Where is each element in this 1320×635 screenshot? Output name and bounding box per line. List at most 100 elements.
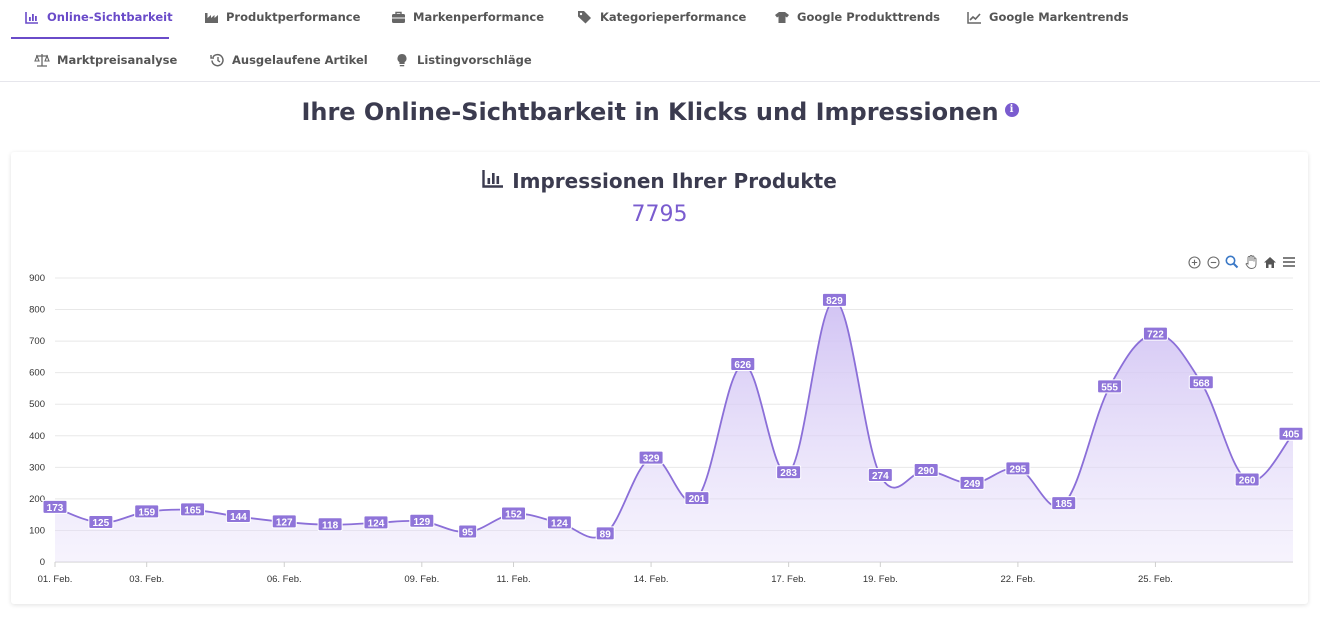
data-label: 127 bbox=[271, 514, 297, 529]
data-label-bg bbox=[638, 450, 664, 465]
data-label: 568 bbox=[1188, 375, 1214, 390]
data-label-text: 89 bbox=[600, 529, 612, 540]
tags-icon bbox=[577, 9, 593, 25]
data-label-text: 173 bbox=[47, 503, 64, 514]
data-label: 201 bbox=[684, 491, 710, 506]
data-label: 329 bbox=[638, 450, 664, 465]
tab-label: Kategorieperformance bbox=[600, 10, 747, 24]
tab-produktperformance[interactable]: Produktperformance bbox=[203, 0, 360, 34]
tab-label: Produktperformance bbox=[226, 10, 361, 24]
x-tick-label: 14. Feb. bbox=[634, 574, 669, 585]
data-label: 295 bbox=[1005, 461, 1031, 475]
tab-ausgelaufene-artikel[interactable]: Ausgelaufene Artikel bbox=[209, 43, 368, 77]
report-navigation: Online-Sichtbarkeit Produktperformance M… bbox=[0, 0, 1320, 82]
tab-label: Google Produkttrends bbox=[797, 10, 941, 24]
data-label-text: 274 bbox=[872, 471, 889, 482]
tab-label: Ausgelaufene Artikel bbox=[232, 53, 368, 67]
data-label: 260 bbox=[1234, 472, 1260, 487]
x-tick-label: 03. Feb. bbox=[129, 574, 164, 585]
data-label-text: 118 bbox=[322, 520, 339, 531]
data-label: 129 bbox=[409, 513, 435, 528]
data-label: 274 bbox=[867, 468, 893, 483]
tab-label: Listingvorschläge bbox=[417, 53, 532, 67]
data-label-text: 260 bbox=[1239, 475, 1256, 486]
y-tick-label: 600 bbox=[29, 368, 45, 379]
data-label-text: 405 bbox=[1283, 430, 1300, 441]
y-tick-label: 700 bbox=[29, 336, 45, 347]
data-label: 124 bbox=[363, 515, 389, 530]
data-label-bg bbox=[1278, 426, 1304, 441]
tab-google-markentrends[interactable]: Google Markentrends bbox=[966, 0, 1129, 34]
tab-online-sichtbarkeit[interactable]: Online-Sichtbarkeit bbox=[24, 0, 173, 34]
data-label-text: 185 bbox=[1055, 499, 1072, 510]
impressions-area-chart: 0 100 200 300 400 500 600 700 800 900 01. Feb. 03. … bbox=[29, 273, 1304, 585]
x-tick-label: 25. Feb. bbox=[1138, 574, 1173, 585]
zoom-out-icon[interactable] bbox=[1205, 254, 1221, 270]
y-tick-label: 200 bbox=[29, 494, 45, 505]
menu-icon[interactable] bbox=[1281, 254, 1297, 270]
tab-label: Marktpreisanalyse bbox=[57, 53, 178, 67]
data-label: 626 bbox=[730, 356, 756, 371]
data-label: 95 bbox=[458, 524, 478, 539]
data-label-text: 626 bbox=[734, 360, 751, 371]
data-label-bg bbox=[409, 513, 435, 528]
lightbulb-icon bbox=[394, 52, 410, 68]
data-label-bg bbox=[501, 506, 527, 521]
data-label-bg bbox=[458, 524, 478, 539]
data-label-bg bbox=[776, 465, 802, 480]
history-icon bbox=[209, 52, 225, 68]
tab-marktpreisanalyse[interactable]: Marktpreisanalyse bbox=[34, 43, 177, 77]
data-label: 124 bbox=[546, 515, 572, 530]
data-label: 829 bbox=[821, 292, 847, 307]
data-label-bg bbox=[1097, 379, 1123, 394]
page-title-text: Ihre Online-Sichtbarkeit in Klicks und I… bbox=[301, 98, 999, 126]
x-tick-label: 09. Feb. bbox=[404, 574, 439, 585]
data-label-bg bbox=[867, 468, 893, 483]
data-label-bg bbox=[134, 504, 160, 519]
data-label: 249 bbox=[959, 475, 985, 490]
tab-kategorieperformance[interactable]: Kategorieperformance bbox=[577, 0, 746, 34]
reset-home-icon[interactable] bbox=[1262, 254, 1278, 270]
data-label-bg bbox=[88, 515, 114, 530]
data-label-text: 152 bbox=[505, 510, 522, 521]
data-label-bg bbox=[730, 356, 756, 371]
data-label-text: 124 bbox=[551, 518, 568, 529]
data-label: 125 bbox=[88, 515, 114, 530]
data-label: 185 bbox=[1051, 496, 1077, 511]
data-label: 89 bbox=[595, 526, 615, 541]
zoom-in-icon[interactable] bbox=[1186, 254, 1202, 270]
y-tick-label: 100 bbox=[29, 525, 45, 536]
data-label-text: 249 bbox=[964, 479, 981, 490]
active-tab-indicator bbox=[11, 37, 169, 39]
info-icon[interactable]: i bbox=[1004, 103, 1019, 117]
x-tick-label: 17. Feb. bbox=[771, 574, 806, 585]
data-label-text: 127 bbox=[276, 517, 293, 528]
tab-listingvorschlaege[interactable]: Listingvorschläge bbox=[394, 43, 532, 77]
y-tick-label: 300 bbox=[29, 462, 45, 473]
data-label-text: 125 bbox=[93, 518, 110, 529]
tab-google-produkttrends[interactable]: Google Produkttrends bbox=[774, 0, 940, 34]
pan-hand-icon[interactable] bbox=[1243, 254, 1259, 270]
data-label-bg bbox=[317, 517, 343, 532]
x-tick-label: 01. Feb. bbox=[38, 574, 73, 585]
data-label-bg bbox=[271, 514, 297, 529]
data-label-text: 829 bbox=[826, 296, 843, 307]
data-label-text: 129 bbox=[413, 517, 430, 528]
data-label-text: 124 bbox=[368, 518, 385, 529]
data-label-bg bbox=[913, 462, 939, 477]
data-label: 283 bbox=[776, 465, 802, 480]
data-label-text: 201 bbox=[689, 494, 706, 505]
x-tick-label: 11. Feb. bbox=[496, 574, 530, 585]
scale-icon bbox=[34, 52, 50, 68]
data-label: 173 bbox=[42, 499, 68, 514]
tab-markenperformance[interactable]: Markenperformance bbox=[390, 0, 544, 34]
data-label: 144 bbox=[225, 509, 251, 524]
data-label: 722 bbox=[1142, 326, 1168, 341]
selection-zoom-icon[interactable] bbox=[1224, 254, 1240, 270]
y-tick-label: 400 bbox=[29, 431, 45, 442]
card-title: Impressionen Ihrer Produkte bbox=[11, 169, 1308, 195]
data-label-text: 165 bbox=[184, 505, 201, 516]
data-label-bg bbox=[180, 502, 206, 517]
tab-label: Markenperformance bbox=[413, 10, 545, 24]
data-label-bg bbox=[1234, 472, 1260, 487]
